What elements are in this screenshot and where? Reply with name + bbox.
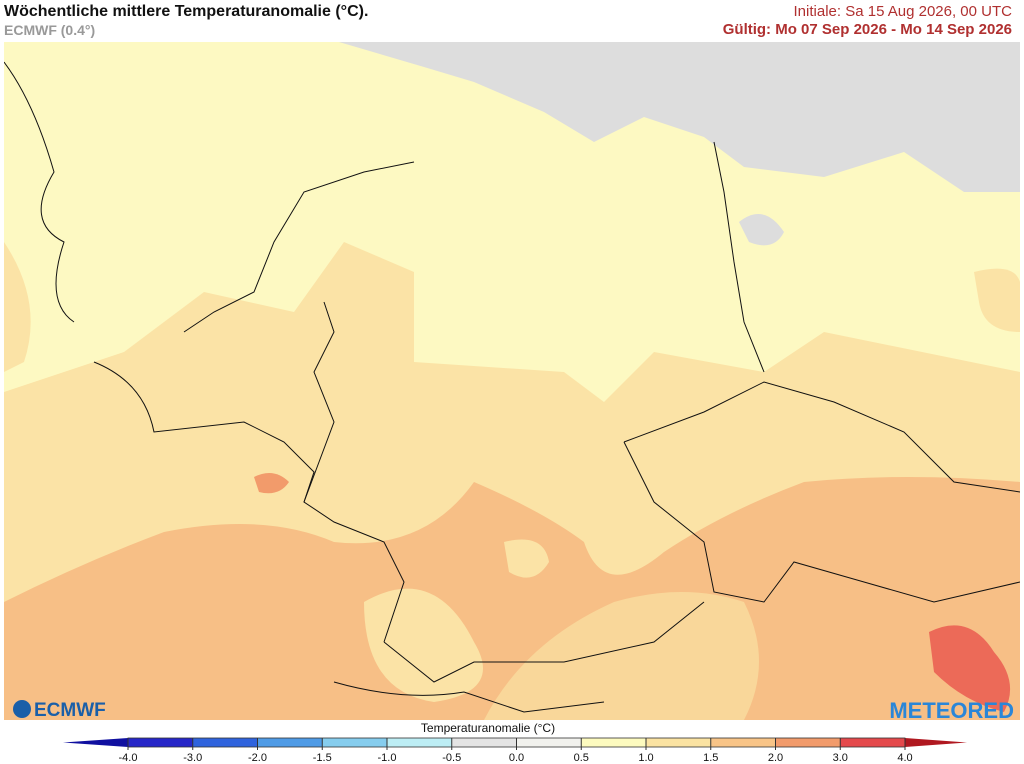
legend-tick-label: 1.0 [638,752,653,764]
legend-tick-label: 4.0 [897,752,912,764]
legend-swatch [516,738,582,747]
legend-swatch [128,738,193,747]
legend-tick-label: -2.0 [248,752,267,764]
legend-tick-label: -4.0 [119,752,138,764]
legend-swatch [775,738,841,747]
legend-title: Temperaturanomalie (°C) [421,721,555,735]
legend-tick-label: -1.5 [313,752,332,764]
anomaly-1-1.5 [974,268,1020,332]
legend-swatch [257,738,323,747]
legend-frame [127,737,906,748]
legend-under [63,738,128,747]
legend-tick-label: -1.0 [378,752,397,764]
logo-left: ECMWF [13,700,106,720]
legend-swatch [322,738,387,747]
legend-over [905,738,967,747]
legend-swatch [451,738,517,747]
legend-swatch [581,738,646,747]
legend-tick-label: 3.0 [833,752,848,764]
legend-tick-label: 2.0 [768,752,783,764]
init-time: Initiale: Sa 15 Aug 2026, 00 UTC [793,3,1012,20]
anomaly-2-3 [254,473,289,494]
valid-time: Gültig: Mo 07 Sep 2026 - Mo 14 Sep 2026 [722,21,1012,38]
anomaly-1-1.5 [484,592,759,720]
legend-swatch [840,738,905,747]
anomaly-1-1.5 [364,588,483,702]
model-label: ECMWF (0.4°) [4,22,96,38]
logo-ecmwf: ECMWF [34,700,106,720]
legend-tick-label: -3.0 [183,752,202,764]
legend-swatch [192,738,258,747]
map-title: Wöchentliche mittlere Temperaturanomalie… [4,3,369,20]
borders [4,61,1020,713]
legend-swatch [710,738,776,747]
sea-no-data [339,42,1020,192]
legend-tick-label: 0.5 [574,752,589,764]
anomaly-2-3 [929,625,1011,712]
anomaly-1.5-2 [4,477,1020,720]
legend-tick-label: 1.5 [703,752,718,764]
logo-meteored: METEORED [889,698,1014,720]
legend-swatch [387,738,452,747]
legend: Temperaturanomalie (°C) -4.0 -3.0 -2.0 -1.5… [63,721,967,764]
legend-tick-label: -0.5 [442,752,461,764]
anomaly-1-1.5 [504,539,549,578]
legend-tick-label: 0.0 [509,752,524,764]
map: ECMWF METEORED [4,42,1020,720]
sea-no-data [739,214,784,246]
legend-swatch [646,738,711,747]
